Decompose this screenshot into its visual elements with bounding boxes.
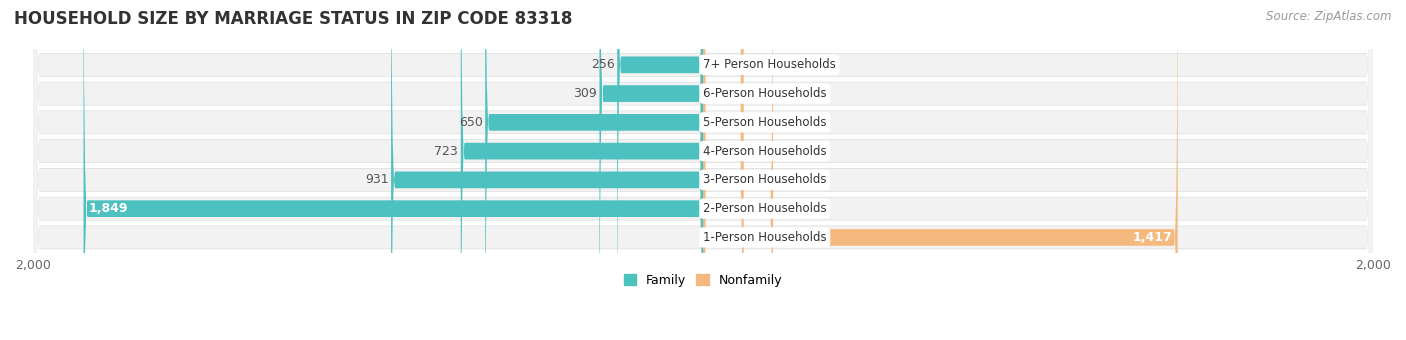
Text: 1,849: 1,849 bbox=[89, 202, 128, 215]
Text: 6-Person Households: 6-Person Households bbox=[703, 87, 827, 100]
FancyBboxPatch shape bbox=[32, 0, 1374, 340]
FancyBboxPatch shape bbox=[34, 0, 1372, 340]
FancyBboxPatch shape bbox=[34, 0, 1372, 340]
FancyBboxPatch shape bbox=[83, 0, 703, 340]
FancyBboxPatch shape bbox=[703, 0, 744, 340]
Text: 2-Person Households: 2-Person Households bbox=[703, 202, 827, 215]
Text: 309: 309 bbox=[574, 87, 596, 100]
Text: 1-Person Households: 1-Person Households bbox=[703, 231, 827, 244]
FancyBboxPatch shape bbox=[703, 0, 1178, 340]
Legend: Family, Nonfamily: Family, Nonfamily bbox=[619, 269, 787, 292]
Text: Source: ZipAtlas.com: Source: ZipAtlas.com bbox=[1267, 10, 1392, 23]
FancyBboxPatch shape bbox=[32, 0, 1374, 340]
FancyBboxPatch shape bbox=[391, 0, 703, 340]
FancyBboxPatch shape bbox=[32, 0, 1374, 340]
FancyBboxPatch shape bbox=[703, 0, 773, 340]
Text: 5-Person Households: 5-Person Households bbox=[703, 116, 827, 129]
Text: 0: 0 bbox=[747, 87, 754, 100]
Text: 34: 34 bbox=[747, 173, 762, 186]
FancyBboxPatch shape bbox=[34, 0, 1372, 340]
FancyBboxPatch shape bbox=[461, 0, 703, 340]
Text: 3-Person Households: 3-Person Households bbox=[703, 173, 827, 186]
FancyBboxPatch shape bbox=[599, 0, 703, 340]
Text: 4-Person Households: 4-Person Households bbox=[703, 144, 827, 158]
FancyBboxPatch shape bbox=[32, 0, 1374, 340]
Text: HOUSEHOLD SIZE BY MARRIAGE STATUS IN ZIP CODE 83318: HOUSEHOLD SIZE BY MARRIAGE STATUS IN ZIP… bbox=[14, 10, 572, 28]
FancyBboxPatch shape bbox=[703, 0, 744, 340]
Text: 209: 209 bbox=[776, 202, 800, 215]
Text: 0: 0 bbox=[747, 58, 754, 71]
FancyBboxPatch shape bbox=[34, 0, 1372, 340]
Text: 0: 0 bbox=[747, 116, 754, 129]
Text: 650: 650 bbox=[458, 116, 482, 129]
FancyBboxPatch shape bbox=[32, 0, 1374, 340]
Text: 256: 256 bbox=[591, 58, 614, 71]
Text: 1,417: 1,417 bbox=[1133, 231, 1173, 244]
FancyBboxPatch shape bbox=[703, 0, 744, 340]
FancyBboxPatch shape bbox=[34, 0, 1372, 340]
Text: 0: 0 bbox=[747, 144, 754, 158]
FancyBboxPatch shape bbox=[34, 0, 1372, 340]
FancyBboxPatch shape bbox=[32, 0, 1374, 340]
FancyBboxPatch shape bbox=[703, 0, 744, 340]
FancyBboxPatch shape bbox=[617, 0, 703, 340]
FancyBboxPatch shape bbox=[485, 0, 703, 340]
Text: 723: 723 bbox=[434, 144, 458, 158]
Text: 7+ Person Households: 7+ Person Households bbox=[703, 58, 837, 71]
FancyBboxPatch shape bbox=[32, 0, 1374, 340]
FancyBboxPatch shape bbox=[703, 0, 744, 340]
FancyBboxPatch shape bbox=[34, 0, 1372, 340]
Text: 931: 931 bbox=[364, 173, 388, 186]
